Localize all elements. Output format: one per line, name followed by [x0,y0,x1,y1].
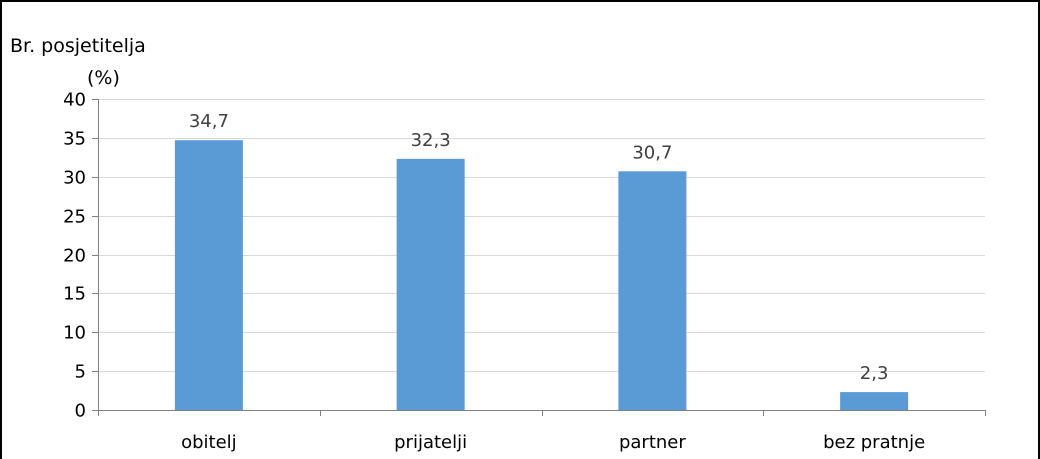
bar-partner [618,171,687,410]
y-tick-label: 15 [63,284,86,305]
y-axis-title: Br. posjetitelja [10,35,146,57]
x-tick-label: obitelj [181,432,237,453]
y-tick-label: 0 [75,401,86,422]
y-axis-unit: (%) [87,67,120,89]
data-label: 2,3 [860,363,889,384]
y-tick-label: 10 [63,323,86,344]
y-tick-label: 5 [75,362,86,383]
data-label: 34,7 [189,111,229,132]
bar-prijatelji [396,158,465,410]
bars [174,140,909,410]
data-label: 30,7 [632,142,672,163]
x-tick-label: prijatelji [394,432,467,453]
gridlines [98,99,985,372]
x-tick-label: partner [619,432,686,453]
bar-bez-pratnje [840,392,909,410]
y-tick-label: 30 [63,168,86,189]
y-tick-label: 40 [63,90,86,111]
axes [92,99,986,416]
y-tick-label: 20 [63,246,86,267]
y-tick-label: 35 [63,129,86,150]
data-label: 32,3 [411,130,451,151]
x-tick-label: bez pratnje [823,432,925,453]
bar-obitelj [174,140,243,410]
y-tick-label: 25 [63,207,86,228]
labels: 0 5 10 15 20 25 30 35 40 34,7 obitelj 32,3 prijatelj… [63,90,925,454]
